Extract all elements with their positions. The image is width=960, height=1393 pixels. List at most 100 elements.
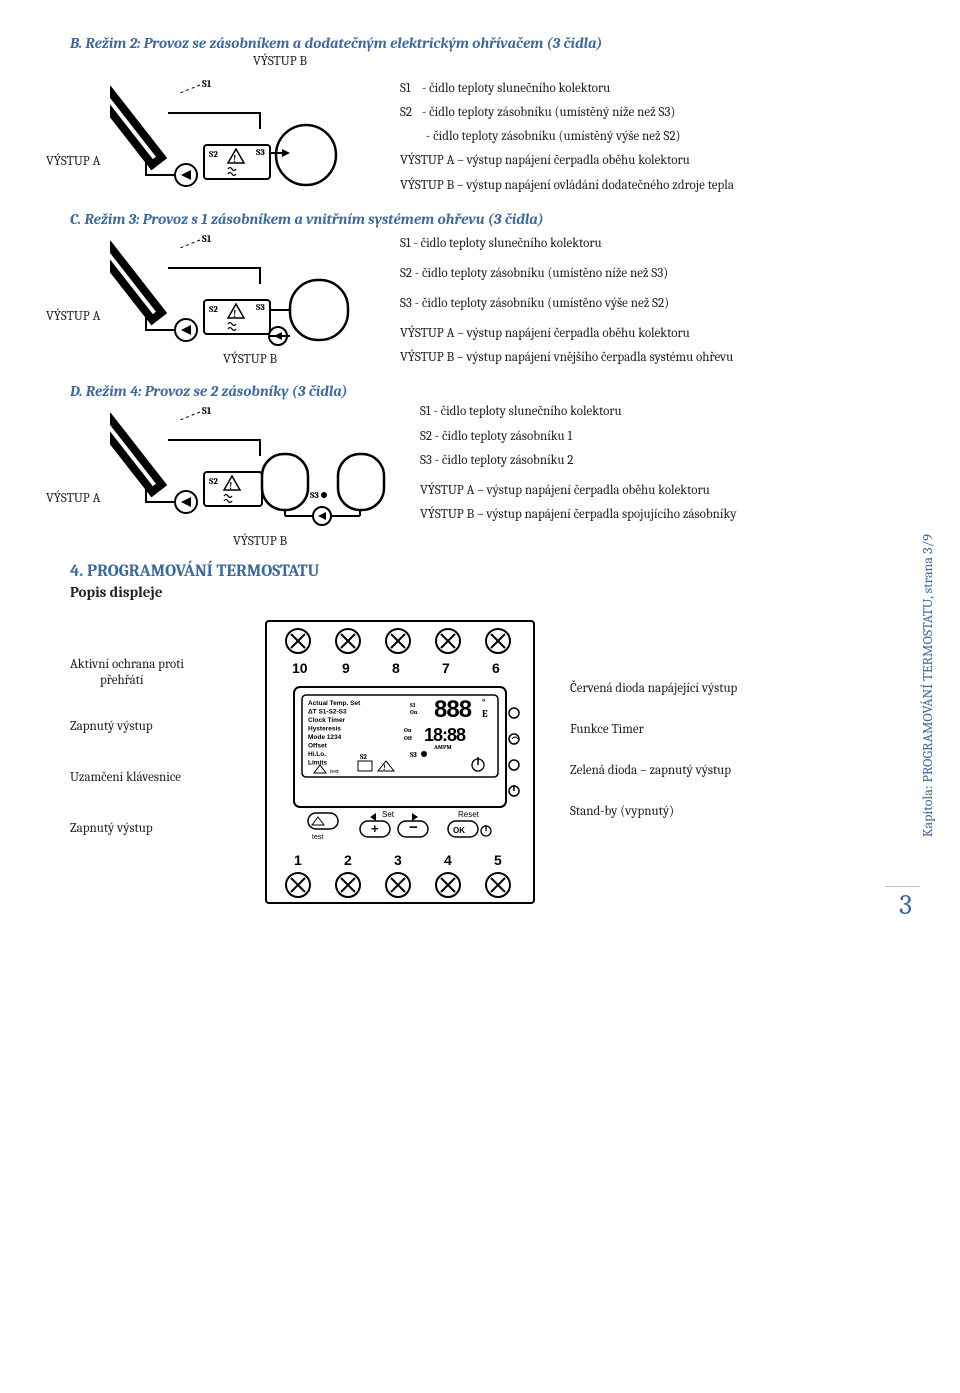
svg-text:Set: Set bbox=[382, 810, 395, 819]
svg-text:3: 3 bbox=[394, 852, 402, 868]
c-outB: VÝSTUP B – výstup napájení vnějšího čerp… bbox=[400, 348, 733, 368]
svg-text:18:88: 18:88 bbox=[424, 725, 466, 745]
right-r4: Stand-by (vypnutý) bbox=[570, 804, 790, 819]
b-extra: - čidlo teploty zásobníku (umístěný výše… bbox=[400, 127, 734, 147]
svg-text:−: − bbox=[409, 819, 418, 836]
vystup-a-label: VÝSTUP A bbox=[46, 154, 100, 169]
section-4-subtitle: Popis displeje bbox=[70, 583, 900, 601]
b-outA: VÝSTUP A – výstup napájení čerpadla oběh… bbox=[400, 151, 734, 171]
thermostat-diagram: 10 9 8 7 6 Actual Temp. Set ΔT S1-S2-S3Clock … bbox=[260, 617, 540, 907]
svg-text:!: ! bbox=[383, 763, 386, 772]
vystup-a-label-c: VÝSTUP A bbox=[46, 309, 100, 324]
svg-text:test: test bbox=[330, 768, 339, 775]
section-4-title: 4. PROGRAMOVÁNÍ TERMOSTATU bbox=[70, 562, 900, 581]
c-s1: S1 - čidlo teploty slunečního kolektoru bbox=[400, 234, 733, 254]
diagram-b: VÝSTUP A S1 S2 S3 bbox=[110, 75, 390, 195]
section-d-legend: S1 - čidlo teploty slunečního kolektoru … bbox=[420, 402, 737, 529]
section-c-title: C. Režim 3: Provoz s 1 zásobníkem a vnit… bbox=[70, 210, 900, 228]
svg-text:7: 7 bbox=[442, 660, 450, 676]
svg-text:+: + bbox=[371, 821, 379, 836]
vystup-b-label-c: VÝSTUP B bbox=[110, 352, 390, 367]
svg-text:Hi.Lo.: Hi.Lo. bbox=[308, 751, 326, 758]
svg-text:S2: S2 bbox=[209, 305, 218, 315]
s1-label: S1 bbox=[202, 78, 212, 90]
svg-text:!: ! bbox=[233, 308, 236, 320]
svg-text:ΔT S1-S2-S3: ΔT S1-S2-S3 bbox=[308, 709, 347, 716]
svg-text:S1: S1 bbox=[202, 405, 212, 417]
svg-text:S3: S3 bbox=[256, 303, 265, 313]
svg-text:OK: OK bbox=[453, 826, 465, 835]
svg-text:8: 8 bbox=[392, 660, 400, 676]
svg-text:Hysteresis: Hysteresis bbox=[308, 726, 341, 733]
left-l4: Zapnutý výstup bbox=[70, 821, 230, 836]
left-l1a: Aktivní ochrana proti bbox=[70, 657, 184, 672]
svg-text:S2: S2 bbox=[209, 150, 218, 160]
right-r3: Zelená dioda – zapnutý výstup bbox=[570, 763, 790, 778]
svg-text:On: On bbox=[404, 727, 412, 734]
display-area: Aktivní ochrana proti přehřátí Zapnutý v… bbox=[70, 617, 900, 907]
section-4: 4. PROGRAMOVÁNÍ TERMOSTATU Popis displej… bbox=[70, 562, 900, 907]
section-b: B. Režim 2: Provoz se zásobníkem a dodat… bbox=[70, 34, 900, 200]
svg-text:!: ! bbox=[229, 480, 232, 492]
diagram-c: VÝSTUP A S1 S2 S3 ! bbox=[110, 230, 390, 350]
svg-text:test: test bbox=[312, 834, 323, 841]
d-outA: VÝSTUP A – výstup napájení čerpadla oběh… bbox=[420, 481, 737, 501]
svg-text:Clock Timer: Clock Timer bbox=[308, 717, 346, 724]
diagram-d: VÝSTUP A S1 S2 ! bbox=[110, 402, 410, 532]
section-c-legend: S1 - čidlo teploty slunečního kolektoru … bbox=[400, 234, 733, 373]
svg-text:10: 10 bbox=[292, 660, 308, 676]
svg-text:S3: S3 bbox=[410, 751, 417, 759]
svg-text:On: On bbox=[410, 709, 418, 716]
svg-text:9: 9 bbox=[342, 660, 350, 676]
vystup-b-label-d: VÝSTUP B bbox=[110, 534, 410, 549]
c-s2: S2 - čidlo teploty zásobníku (umístěno n… bbox=[400, 264, 733, 284]
display-left-labels: Aktivní ochrana proti přehřátí Zapnutý v… bbox=[70, 617, 230, 871]
section-d-title: D. Režim 4: Provoz se 2 zásobníky (3 čid… bbox=[70, 382, 900, 400]
d-s3: S3 - čidlo teploty zásobníku 2 bbox=[420, 451, 737, 471]
left-l3: Uzamčení klávesnice bbox=[70, 770, 230, 785]
section-d: D. Režim 4: Provoz se 2 zásobníky (3 čid… bbox=[70, 382, 900, 532]
side-chapter-text: Kapitola: PROGRAMOVÁNÍ TERMOSTATU, stran… bbox=[919, 534, 936, 837]
b-outB: VÝSTUP B – výstup napájení ovládání doda… bbox=[400, 176, 734, 196]
svg-text:6: 6 bbox=[492, 660, 500, 676]
svg-text:2: 2 bbox=[344, 852, 352, 868]
svg-text:S3: S3 bbox=[256, 148, 265, 158]
svg-text:S3: S3 bbox=[310, 491, 319, 501]
svg-text:Off: Off bbox=[404, 735, 413, 742]
section-c: C. Režim 3: Provoz s 1 zásobníkem a vnit… bbox=[70, 210, 900, 373]
c-s3: S3 - čidlo teploty zásobníku (umístěno v… bbox=[400, 294, 733, 314]
d-outB: VÝSTUP B – výstup napájení čerpadla spoj… bbox=[420, 505, 737, 525]
svg-text:E: E bbox=[482, 708, 488, 720]
section-b-top-label: VÝSTUP B bbox=[110, 54, 450, 69]
page-number: 3 bbox=[885, 886, 920, 921]
display-right-labels: Červená dioda napájející výstup Funkce T… bbox=[570, 617, 790, 845]
svg-text:!: ! bbox=[233, 153, 236, 165]
svg-text:S1: S1 bbox=[410, 702, 416, 709]
svg-text:°: ° bbox=[482, 698, 486, 708]
svg-text:Actual Temp. Set: Actual Temp. Set bbox=[308, 700, 361, 707]
svg-text:1: 1 bbox=[294, 852, 302, 868]
vystup-a-label-d: VÝSTUP A bbox=[46, 491, 100, 506]
d-s2: S2 - čidlo teploty zásobníku 1 bbox=[420, 427, 737, 447]
svg-text:S2: S2 bbox=[360, 753, 367, 761]
left-l1b: přehřátí bbox=[70, 673, 144, 688]
section-b-legend: S1- čidlo teploty slunečního kolektoru S… bbox=[400, 79, 734, 200]
svg-text:Reset: Reset bbox=[458, 810, 480, 819]
svg-text:5: 5 bbox=[494, 852, 502, 868]
svg-text:Offset: Offset bbox=[308, 743, 328, 750]
svg-text:S1: S1 bbox=[202, 233, 212, 245]
svg-text:AMPM: AMPM bbox=[433, 744, 452, 751]
lcd-big: 888 bbox=[434, 696, 472, 723]
d-s1: S1 - čidlo teploty slunečního kolektoru bbox=[420, 402, 737, 422]
right-r2: Funkce Timer bbox=[570, 722, 790, 737]
left-l2: Zapnutý výstup bbox=[70, 719, 230, 734]
svg-text:4: 4 bbox=[444, 852, 452, 868]
section-b-title: B. Režim 2: Provoz se zásobníkem a dodat… bbox=[70, 34, 900, 52]
c-outA: VÝSTUP A – výstup napájení čerpadla oběh… bbox=[400, 324, 733, 344]
right-r1: Červená dioda napájející výstup bbox=[570, 681, 790, 696]
svg-text:Limits: Limits bbox=[308, 760, 328, 767]
svg-text:Mode 1234: Mode 1234 bbox=[308, 734, 342, 741]
b-s2: - čidlo teploty zásobníku (umístěný níže… bbox=[422, 105, 675, 120]
b-s1: - čidlo teploty slunečního kolektoru bbox=[422, 81, 610, 96]
svg-text:S2: S2 bbox=[209, 477, 218, 487]
